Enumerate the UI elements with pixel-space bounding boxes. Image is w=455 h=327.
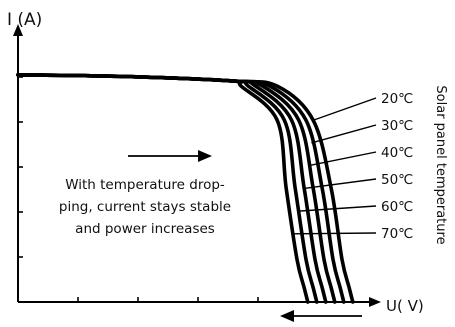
legend-leader-lines — [293, 97, 377, 235]
annotation-line-1: With temperature drop- — [65, 177, 225, 193]
legend-leader-20c — [312, 97, 377, 121]
legend-leader-40c — [308, 151, 377, 167]
annotation-text: With temperature drop- ping, current sta… — [59, 177, 231, 237]
legend-title: Solar panel temperature — [433, 85, 448, 244]
legend-leader-50c — [304, 178, 377, 190]
legend-leader-30c — [311, 124, 377, 144]
x-axis-label: U( V) — [386, 297, 424, 315]
iv-curve-70c — [16, 73, 310, 304]
legend-label-50c: 50℃ — [381, 172, 413, 188]
iv-curves — [16, 73, 355, 304]
annotation-line-3: and power increases — [75, 221, 215, 237]
legend-label-20c: 20℃ — [381, 91, 413, 107]
voltage-shift-arrow — [280, 310, 362, 322]
legend-leader-70c — [293, 232, 377, 235]
annotation-line-2: ping, current stays stable — [59, 199, 231, 215]
legend-label-60c: 60℃ — [381, 199, 413, 215]
x-axis-arrowhead — [369, 297, 381, 307]
legend-leader-60c — [298, 205, 377, 212]
temperature-drop-arrow — [128, 150, 212, 162]
y-axis-label: I (A) — [7, 10, 42, 30]
legend: 20℃ 30℃ 40℃ 50℃ 60℃ 70℃ — [381, 91, 413, 242]
legend-label-30c: 30℃ — [381, 118, 413, 134]
legend-label-70c: 70℃ — [381, 226, 413, 242]
y-axis-arrowhead — [13, 24, 23, 36]
legend-label-40c: 40℃ — [381, 145, 413, 161]
